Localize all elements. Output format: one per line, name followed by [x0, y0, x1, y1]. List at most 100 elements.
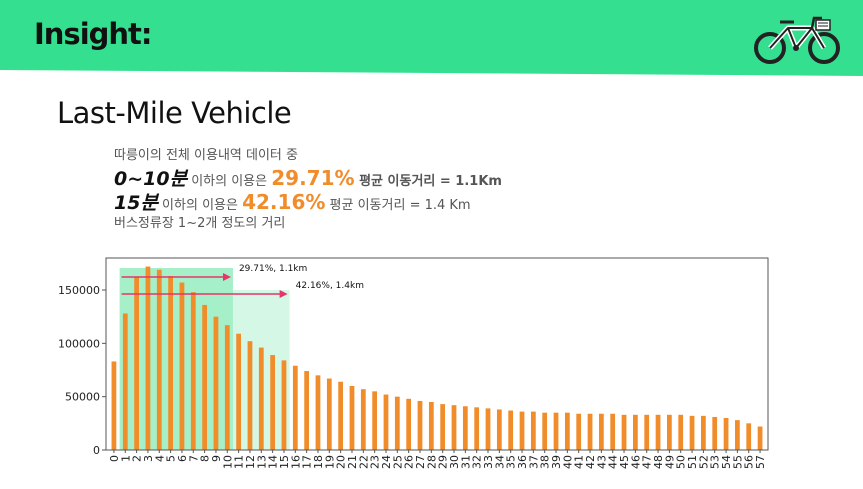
line2-mid: 이하의 이용은 — [187, 174, 272, 189]
x-tick-label: 27 — [414, 455, 427, 469]
x-tick-label: 24 — [380, 455, 393, 469]
x-tick-label: 57 — [754, 455, 767, 469]
bar — [372, 391, 378, 450]
y-tick-label: 100000 — [58, 337, 100, 350]
x-tick-label: 18 — [312, 455, 325, 469]
annotation-label: 42.16%, 1.4km — [296, 281, 364, 291]
plot-frame — [105, 257, 769, 451]
annotation-label: 29.71%, 1.1km — [239, 264, 307, 274]
x-tick-label: 42 — [584, 455, 597, 469]
bar — [292, 365, 298, 450]
insight-line-3: 15분 이하의 이용은 42.16% 평균 이동거리 = 1.4 Km — [114, 190, 502, 214]
x-tick-label: 36 — [516, 455, 529, 469]
x-tick-label: 10 — [221, 455, 234, 469]
x-tick-label: 12 — [244, 455, 257, 469]
insight-text: 따릉이의 전체 이용내역 데이터 중 0~10분 이하의 이용은 29.71% … — [114, 146, 502, 234]
bar — [383, 394, 389, 450]
bar — [462, 406, 468, 450]
bar — [474, 407, 480, 450]
duration-15: 15분 — [114, 192, 158, 214]
x-tick-label: 20 — [335, 455, 348, 469]
bar — [666, 414, 672, 450]
x-tick-label: 2 — [131, 455, 144, 462]
y-tick-label: 50000 — [65, 391, 100, 404]
bar — [145, 266, 151, 450]
x-tick-label: 52 — [697, 455, 710, 469]
pct-10: 29.71% — [271, 166, 355, 190]
bar — [553, 412, 559, 450]
bar — [134, 277, 139, 450]
x-tick-label: 56 — [743, 455, 756, 469]
x-tick-label: 44 — [607, 455, 620, 469]
x-tick-label: 19 — [323, 455, 336, 469]
x-tick-label: 13 — [255, 455, 268, 469]
x-tick-label: 51 — [686, 455, 699, 469]
bar — [678, 414, 684, 450]
insight-line-4: 버스정류장 1~2개 정도의 거리 — [114, 216, 286, 231]
bar — [190, 292, 196, 450]
bar — [168, 276, 173, 450]
x-tick-label: 14 — [267, 455, 280, 469]
bar — [258, 347, 264, 450]
pct-15: 42.16% — [242, 190, 326, 214]
bar — [338, 381, 344, 450]
bar — [326, 378, 332, 450]
x-tick-label: 33 — [482, 455, 495, 469]
header-banner — [0, 0, 863, 76]
bar — [530, 411, 536, 450]
bar — [417, 400, 423, 450]
x-tick-label: 48 — [652, 455, 665, 469]
bar — [236, 333, 242, 450]
bar — [519, 411, 525, 450]
x-tick-label: 32 — [471, 455, 484, 469]
bar — [440, 404, 446, 450]
bar — [610, 413, 616, 450]
arrow-head — [222, 273, 231, 281]
insight-line-1: 따릉이의 전체 이용내역 데이터 중 — [114, 148, 298, 163]
bar — [485, 408, 491, 450]
arrow-head — [279, 290, 288, 298]
bar — [394, 396, 400, 450]
bar — [179, 282, 185, 450]
x-tick-label: 21 — [346, 455, 359, 469]
x-tick-label: 0 — [108, 455, 121, 462]
bar — [349, 386, 355, 450]
x-tick-label: 37 — [527, 455, 540, 469]
x-tick-label: 26 — [403, 455, 416, 469]
x-tick-label: 28 — [425, 455, 438, 469]
bar — [644, 414, 650, 450]
x-tick-label: 31 — [459, 455, 472, 469]
x-tick-label: 11 — [233, 455, 246, 469]
x-tick-label: 53 — [709, 455, 722, 469]
bar — [712, 416, 718, 450]
x-tick-label: 9 — [210, 455, 223, 462]
bar — [156, 269, 162, 450]
bar — [508, 410, 514, 450]
duration-10: 0~10분 — [114, 168, 188, 190]
bar — [406, 398, 412, 450]
x-tick-label: 40 — [561, 455, 574, 469]
x-tick-label: 23 — [369, 455, 382, 469]
bar — [655, 414, 661, 450]
line3-suffix: 평균 이동거리 = 1.4 Km — [325, 198, 471, 213]
x-tick-label: 43 — [595, 455, 608, 469]
bar — [315, 375, 321, 450]
x-tick-label: 5 — [165, 455, 178, 462]
x-tick-label: 3 — [142, 455, 155, 462]
x-tick-label: 15 — [278, 455, 291, 469]
y-tick-label: 0 — [93, 444, 100, 457]
bar — [564, 412, 570, 450]
x-tick-label: 25 — [391, 455, 404, 469]
x-tick-label: 29 — [437, 455, 450, 469]
bar — [111, 361, 117, 450]
y-tick-label: 150000 — [58, 284, 100, 297]
x-tick-label: 50 — [675, 455, 688, 469]
bar — [576, 413, 582, 450]
x-tick-label: 46 — [629, 455, 642, 469]
bar — [304, 371, 310, 450]
bar — [632, 414, 638, 450]
x-tick-label: 47 — [641, 455, 654, 469]
line3-mid: 이하의 이용은 — [157, 198, 243, 213]
bar — [689, 415, 695, 450]
line2-suffix: 평균 이동거리 = 1.1Km — [354, 174, 502, 189]
